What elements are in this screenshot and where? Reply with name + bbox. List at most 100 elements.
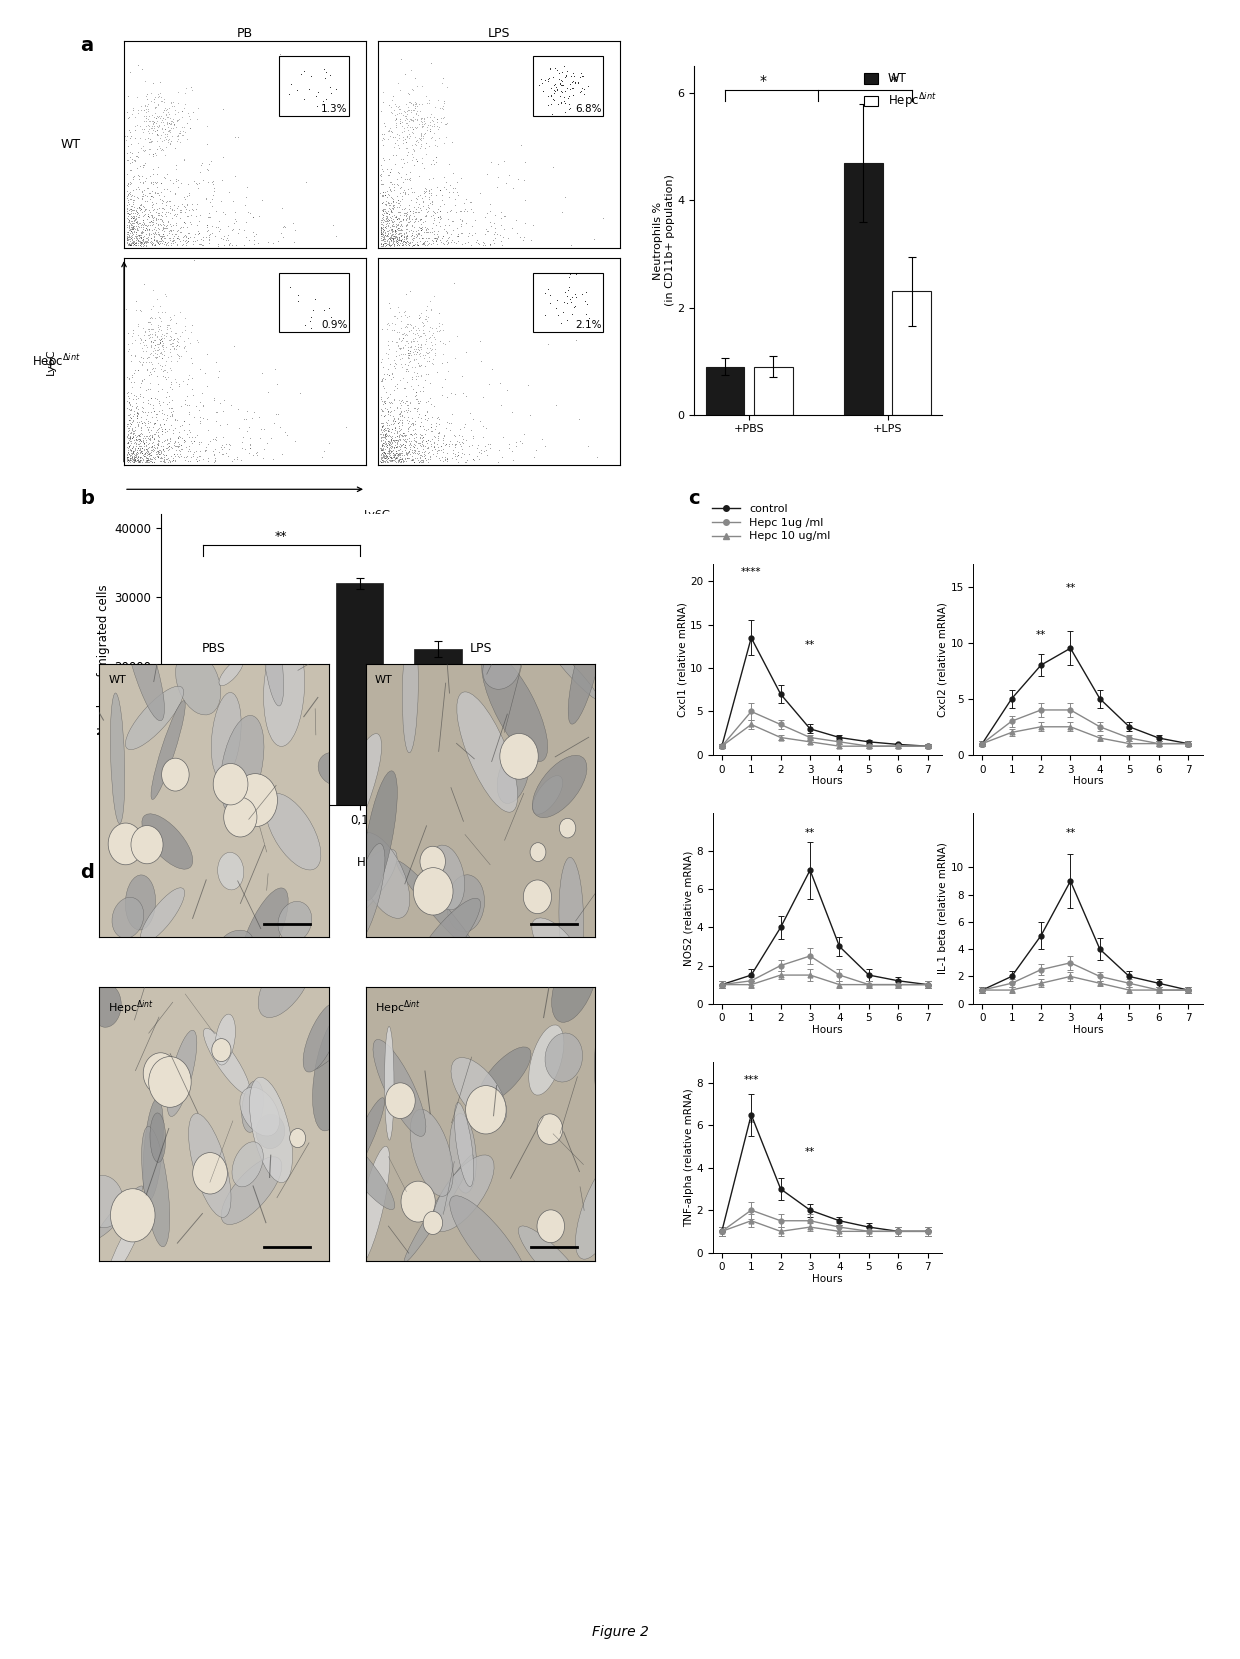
Point — [222, 217, 242, 244]
Point — [153, 397, 172, 423]
Point — [135, 136, 155, 163]
Point — [491, 199, 511, 226]
Point — [175, 312, 195, 338]
Point — [373, 221, 393, 247]
Point — [563, 75, 583, 101]
Text: WT: WT — [61, 138, 81, 151]
Point — [419, 348, 439, 375]
Point — [126, 441, 146, 468]
Point — [167, 217, 187, 244]
Point — [144, 411, 164, 438]
Point — [154, 176, 174, 202]
Point — [415, 297, 435, 324]
Point — [381, 411, 401, 438]
Point — [179, 398, 198, 425]
Point — [419, 338, 439, 365]
Point — [135, 91, 155, 118]
Point — [436, 431, 456, 458]
Point — [254, 415, 274, 441]
Point — [134, 138, 154, 164]
Point — [160, 227, 180, 254]
Point — [399, 431, 419, 458]
Point — [191, 430, 211, 456]
Point — [404, 347, 424, 373]
Point — [143, 423, 162, 450]
Point — [397, 227, 417, 254]
Point — [218, 227, 238, 254]
Point — [162, 387, 182, 413]
Point — [128, 445, 148, 471]
Point — [392, 212, 412, 239]
Point — [139, 325, 159, 352]
Point — [394, 426, 414, 453]
Point — [396, 231, 415, 257]
Point — [397, 304, 417, 330]
Point — [372, 201, 392, 227]
Point — [372, 124, 392, 151]
Point — [117, 128, 136, 154]
Point — [120, 425, 140, 451]
Point — [394, 375, 414, 401]
Point — [139, 98, 159, 124]
Point — [377, 380, 397, 406]
Point — [399, 279, 419, 305]
Point — [146, 113, 166, 139]
Ellipse shape — [176, 650, 221, 715]
Point — [133, 211, 153, 237]
Point — [124, 421, 144, 448]
Point — [397, 328, 417, 355]
Point — [136, 214, 156, 241]
Point — [243, 204, 263, 231]
Point — [432, 187, 451, 214]
Point — [371, 226, 391, 252]
Point — [197, 214, 217, 241]
Point — [123, 403, 143, 430]
Point — [177, 438, 197, 465]
Point — [156, 435, 176, 461]
Point — [157, 392, 177, 418]
Point — [118, 445, 138, 471]
Point — [401, 312, 420, 338]
Point — [133, 426, 153, 453]
Point — [122, 209, 141, 236]
Point — [415, 134, 435, 161]
Point — [399, 81, 419, 108]
Point — [392, 438, 412, 465]
Point — [133, 221, 153, 247]
Point — [382, 433, 402, 460]
Point — [119, 337, 139, 363]
Point — [415, 214, 435, 241]
Point — [439, 410, 459, 436]
Point — [143, 357, 162, 383]
Point — [134, 154, 154, 181]
Point — [412, 421, 432, 448]
Point — [432, 182, 451, 209]
Point — [394, 340, 414, 367]
Ellipse shape — [242, 1080, 263, 1133]
Point — [538, 275, 558, 302]
Point — [213, 441, 233, 468]
Point — [396, 129, 415, 156]
Point — [584, 226, 604, 252]
Point — [145, 322, 165, 348]
Point — [129, 221, 149, 247]
Point — [188, 446, 208, 473]
Point — [133, 328, 153, 355]
Point — [153, 353, 172, 380]
Point — [398, 340, 418, 367]
Point — [401, 430, 420, 456]
Point — [125, 124, 145, 151]
Point — [393, 103, 413, 129]
Point — [128, 448, 148, 474]
Point — [125, 415, 145, 441]
Point — [118, 401, 138, 428]
Point — [424, 430, 444, 456]
Point — [206, 224, 226, 251]
Point — [135, 327, 155, 353]
Y-axis label: NOS2 (relative mRNA): NOS2 (relative mRNA) — [684, 851, 694, 966]
Point — [401, 328, 420, 355]
Point — [165, 335, 185, 362]
Point — [119, 105, 139, 131]
Point — [133, 169, 153, 196]
Point — [386, 350, 405, 377]
